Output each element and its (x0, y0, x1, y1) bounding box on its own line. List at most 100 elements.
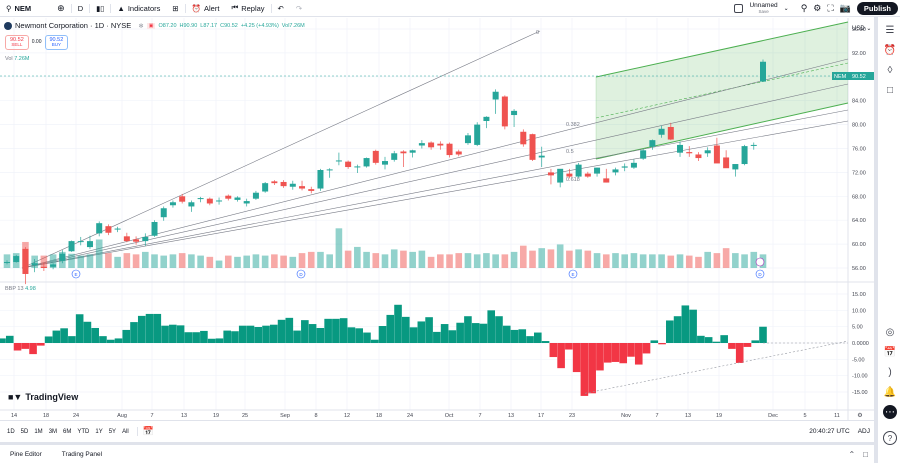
candle (529, 134, 536, 160)
apps-icon[interactable]: ⋯ (883, 405, 897, 419)
candle (123, 236, 130, 242)
undo-button[interactable]: ↶ (272, 0, 290, 16)
adjust-toggle[interactable]: ADJ (857, 428, 870, 435)
candle (243, 201, 250, 204)
bbp-bar (673, 316, 682, 343)
bbp-bar (619, 343, 628, 364)
layout-name: Unnamed (749, 2, 778, 9)
publish-button[interactable]: Publish (856, 2, 898, 15)
range-button-1d[interactable]: 1D (7, 428, 15, 435)
volume-bar (667, 255, 675, 268)
range-button-5d[interactable]: 5D (20, 428, 29, 435)
chat-icon[interactable]: □ (886, 84, 894, 96)
broadcast-icon[interactable]: ) (888, 366, 892, 378)
time-tick: 12 (344, 413, 350, 419)
high-value: H90.90 (179, 22, 198, 29)
volume-bar (197, 255, 204, 268)
event-marker (568, 269, 578, 279)
alerts-icon[interactable]: ⏰ (883, 44, 897, 56)
range-button-1m[interactable]: 1M (34, 428, 43, 435)
bbp-bar (223, 330, 231, 343)
time-tick: Aug (117, 413, 127, 419)
volume-bar (261, 255, 269, 268)
candle (317, 170, 324, 189)
volume-bar (501, 254, 509, 268)
candle (234, 197, 241, 200)
bbp-bar (246, 325, 255, 343)
collapse-icon[interactable]: ⌃ (848, 449, 856, 459)
volume-bar (695, 256, 702, 268)
candle (225, 195, 232, 199)
volume-bar (427, 256, 435, 268)
fullscreen-icon[interactable]: ⛶ (827, 3, 834, 13)
sell-button[interactable]: 90.52 SELL (5, 35, 29, 50)
chart-type-button[interactable]: ▮▯ (90, 0, 110, 16)
indicators-button[interactable]: ▲ Indicators (111, 0, 166, 16)
candle (492, 91, 499, 100)
compare-button[interactable]: ⊕ (51, 0, 71, 16)
range-button-5y[interactable]: 5Y (108, 428, 117, 435)
candle (428, 142, 435, 148)
price-tick: 80.00 (852, 123, 866, 129)
bbp-bar (262, 325, 270, 343)
tab-trading-panel[interactable]: Trading Panel (61, 450, 103, 458)
candle (630, 162, 637, 168)
buy-button[interactable]: 90.52 BUY (44, 35, 69, 50)
bbp-bar (464, 316, 472, 343)
quick-search-icon[interactable]: ⚲ (800, 3, 808, 13)
watchlist-icon[interactable]: ☰ (885, 24, 895, 36)
price-tick: 96.00 (852, 27, 866, 33)
bbp-bar (666, 320, 674, 343)
chevron-down-icon[interactable]: ⌄ (783, 6, 789, 12)
range-button-3m[interactable]: 3M (48, 428, 58, 435)
bbp-value: 4.98 (25, 286, 36, 292)
bbp-bar (13, 343, 22, 351)
volume-bar (224, 255, 232, 268)
candle (566, 173, 573, 177)
fib-label: 0 (536, 30, 539, 36)
bell-icon[interactable]: 🔔 (883, 386, 897, 398)
symbol-search[interactable]: ⚲ NEM (0, 0, 37, 16)
range-button-1y[interactable]: 1Y (95, 428, 103, 435)
target-icon[interactable]: ◎ (885, 326, 895, 338)
interval-button[interactable]: D (72, 0, 89, 16)
layout-name-button[interactable]: Unnamed Save (749, 2, 778, 14)
bbp-bar (238, 325, 247, 343)
tab-pine-editor[interactable]: Pine Editor (10, 450, 42, 458)
layers-icon[interactable]: ◊ (887, 64, 893, 76)
candle (612, 169, 619, 173)
range-button-all[interactable]: All (122, 428, 129, 435)
volume-bar (409, 251, 416, 268)
event-marker (296, 269, 306, 279)
candle (575, 164, 582, 177)
bbp-bar (161, 325, 169, 343)
replay-button[interactable]: ⏮ Replay (225, 0, 270, 16)
templates-button[interactable]: ⊞ (166, 0, 184, 16)
range-button-6m[interactable]: 6M (63, 428, 72, 435)
help-icon[interactable]: ? (883, 431, 897, 445)
divider (270, 3, 272, 13)
time-tick: 13 (508, 413, 514, 419)
alert-button[interactable]: ⏰ Alert (186, 0, 226, 16)
bbp-bar (650, 340, 659, 343)
bbp-bar (75, 314, 84, 343)
redo-button[interactable]: ↷ (290, 0, 308, 16)
settings-icon[interactable]: ⚙ (813, 3, 822, 13)
clock-time[interactable]: 20:40:27 UTC (809, 428, 850, 435)
bbp-bar (207, 338, 216, 343)
maximize-icon[interactable]: □ (863, 449, 868, 459)
layout-checkbox[interactable] (734, 4, 744, 13)
goto-date-icon[interactable]: 📅 (142, 426, 154, 436)
bbp-bar (231, 331, 239, 343)
price-tick: 68.00 (852, 194, 866, 200)
bbp-bar (347, 327, 356, 343)
range-button-ytd[interactable]: YTD (77, 428, 90, 435)
calendar-icon[interactable]: 📅 (883, 346, 897, 358)
volume-bar (188, 254, 195, 268)
range-buttons: 1D 5D 1M 3M 6M YTD 1Y 5Y All (0, 429, 132, 435)
time-tick: 19 (213, 413, 219, 419)
bbp-bar (29, 343, 37, 355)
volume-legend: Vol 7.26M (5, 56, 29, 62)
camera-icon[interactable]: 📷 (839, 3, 851, 13)
